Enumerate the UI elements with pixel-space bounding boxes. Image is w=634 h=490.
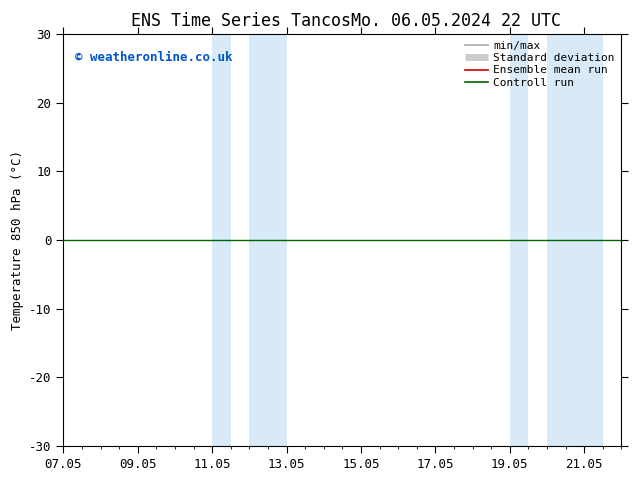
Bar [249,34,287,446]
Text: Mo. 06.05.2024 22 UTC: Mo. 06.05.2024 22 UTC [351,12,562,30]
Text: ENS Time Series Tancos: ENS Time Series Tancos [131,12,351,30]
Bar [510,34,528,446]
Bar [547,34,603,446]
Text: © weatheronline.co.uk: © weatheronline.co.uk [75,51,232,64]
Y-axis label: Temperature 850 hPa (°C): Temperature 850 hPa (°C) [11,150,23,330]
Bar [212,34,231,446]
Legend: min/max, Standard deviation, Ensemble mean run, Controll run: min/max, Standard deviation, Ensemble me… [461,37,619,92]
